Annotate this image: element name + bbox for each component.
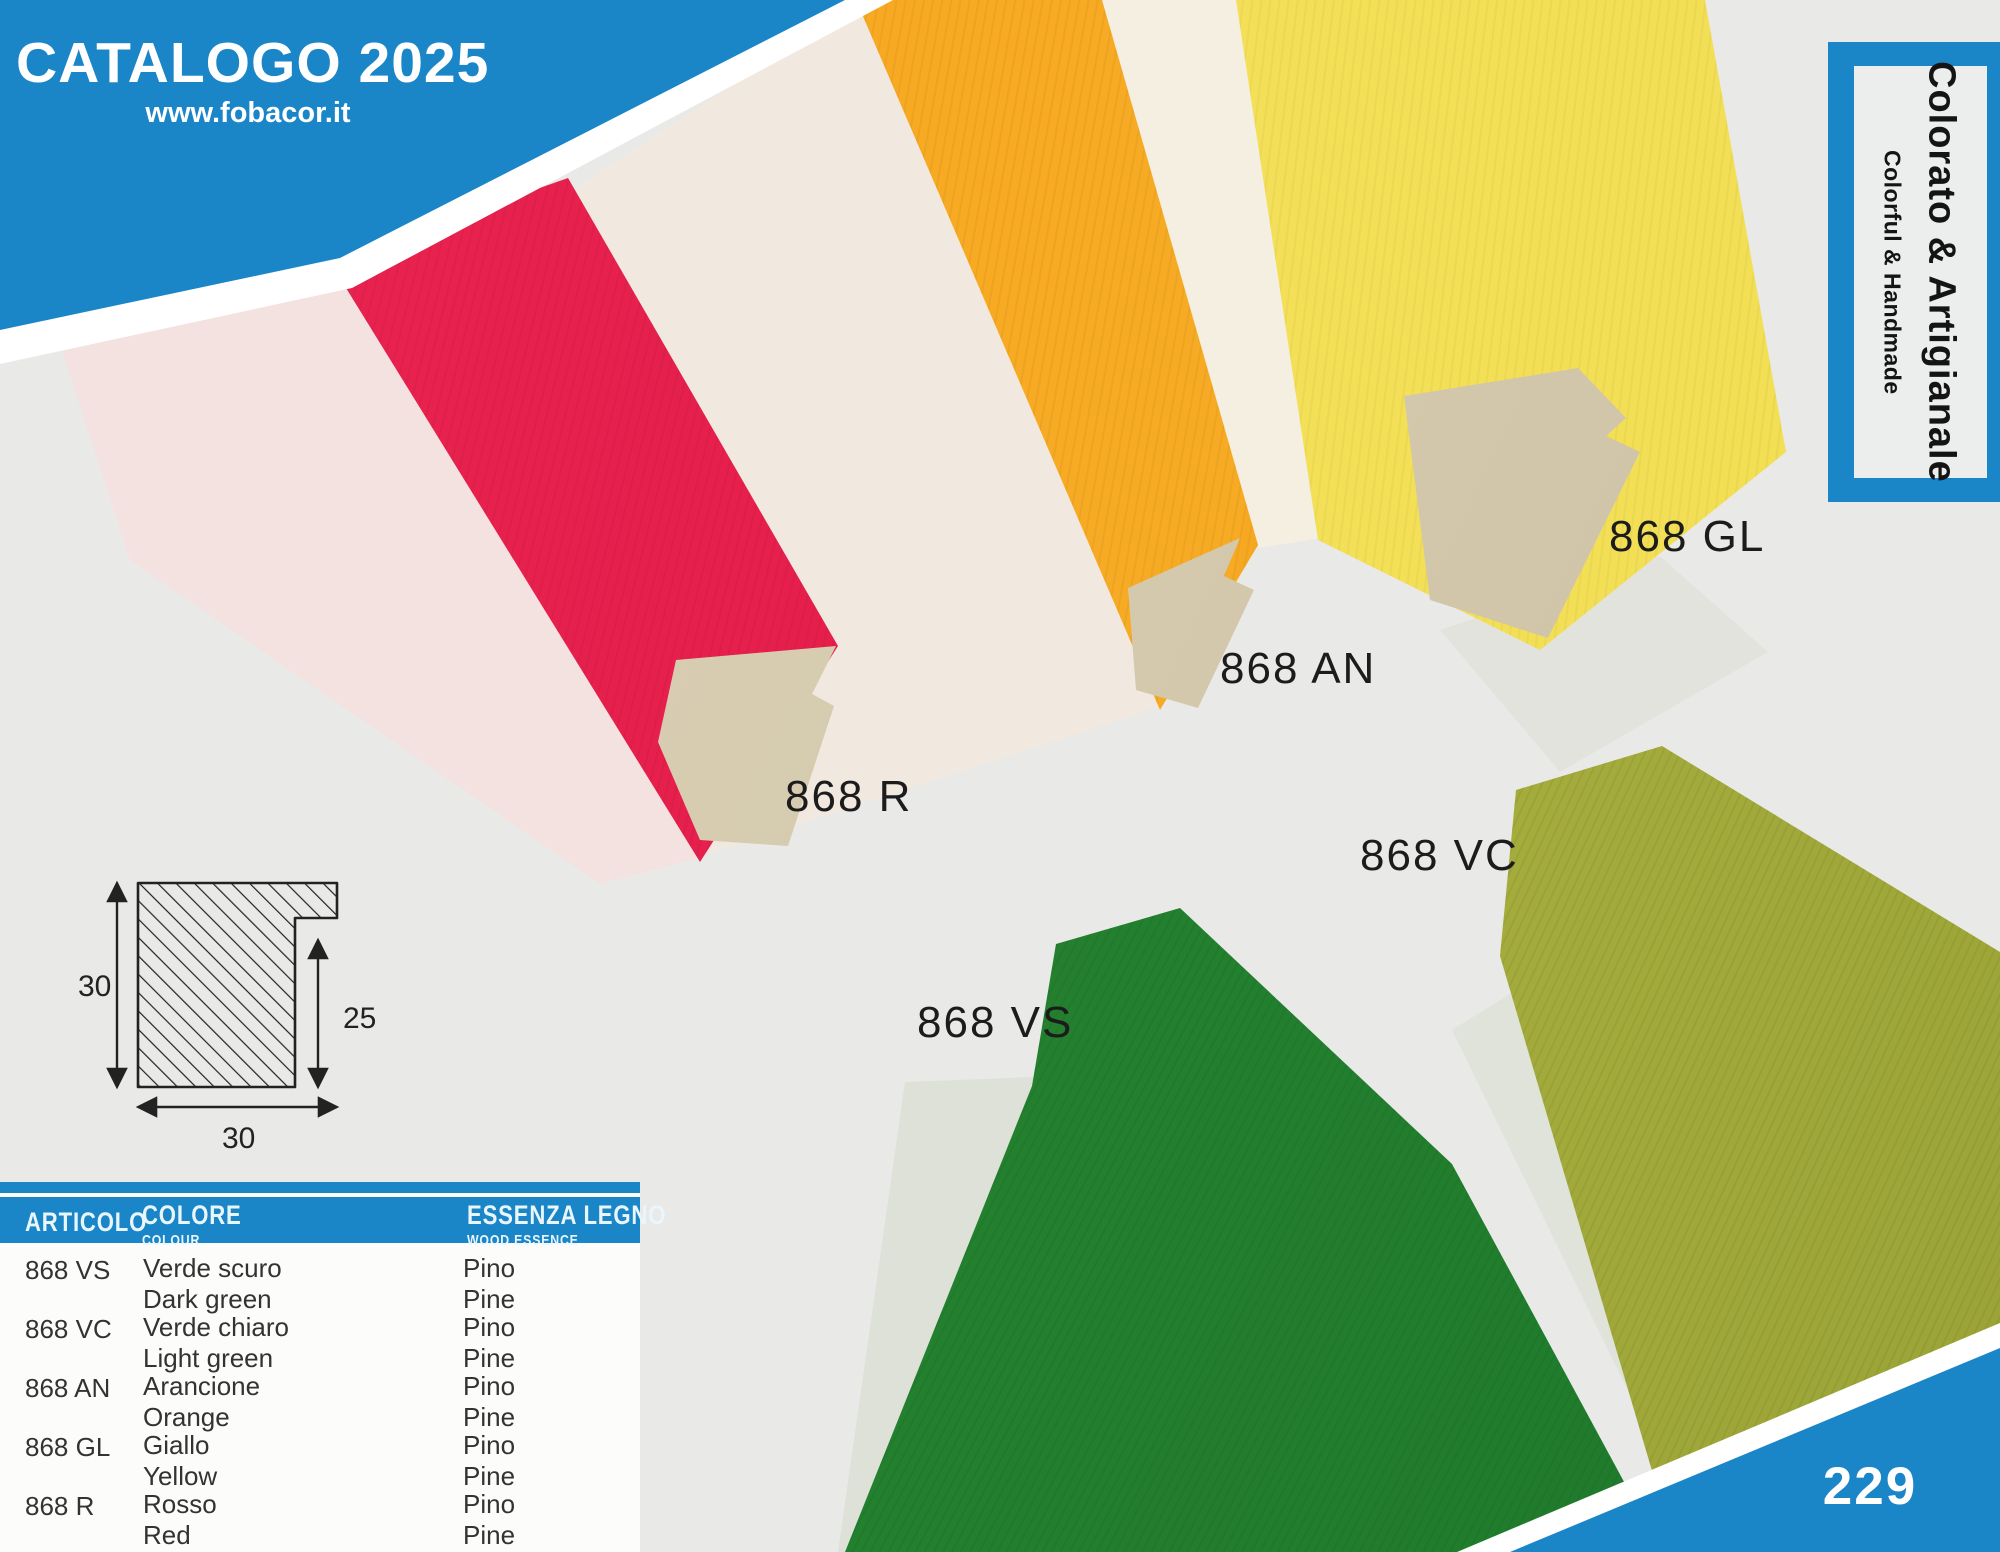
table-row: 868 VS Verde scuro Dark green Pino Pine (0, 1253, 640, 1314)
cell-article: 868 AN (25, 1373, 111, 1403)
side-banner-subtitle: Colorful & Handmade (1879, 149, 1906, 395)
col-header-wood-it: ESSENZA LEGNO (467, 1200, 667, 1230)
cell-color: Arancione Orange (143, 1371, 261, 1432)
dim-width: 30 (222, 1122, 255, 1155)
product-label-868-r: 868 R (785, 772, 913, 821)
table-top-strip (0, 1182, 640, 1193)
product-label-868-an: 868 AN (1220, 644, 1377, 693)
page-title: CATALOGO 2025 (16, 31, 490, 95)
col-header-wood-en: WOOD ESSENCE (467, 1232, 579, 1249)
cell-article: 868 VS (25, 1255, 111, 1285)
col-header-color-en: COLOUR (142, 1232, 201, 1249)
article-table: ARTICOLO COLORE COLOUR ESSENZA LEGNO WOO… (0, 1182, 665, 1552)
table-row: 868 AN Arancione Orange Pino Pine (0, 1371, 640, 1432)
page-number: 229 (1822, 1457, 1918, 1516)
cell-color: Giallo Yellow (143, 1430, 218, 1491)
cell-color: Rosso Red (143, 1489, 217, 1550)
table-header: ARTICOLO COLORE COLOUR ESSENZA LEGNO WOO… (0, 1197, 665, 1248)
product-label-868-vs: 868 VS (917, 998, 1074, 1047)
cell-wood: Pino Pine (463, 1371, 516, 1432)
website-url: www.fobacor.it (145, 97, 351, 129)
col-header-color-it: COLORE (142, 1200, 242, 1230)
cell-wood: Pino Pine (463, 1253, 516, 1314)
table-row: 868 VC Verde chiaro Light green Pino Pin… (0, 1312, 640, 1373)
cell-article: 868 R (25, 1491, 95, 1521)
table-rows: 868 VS Verde scuro Dark green Pino Pine … (0, 1253, 640, 1550)
side-banner-panel: Colorato & Artigianale Colorful & Handma… (1854, 61, 1987, 483)
dim-rabbet: 25 (343, 1002, 376, 1035)
cell-wood: Pino Pine (463, 1312, 516, 1373)
product-label-868-gl: 868 GL (1609, 512, 1766, 561)
dim-height: 30 (78, 970, 111, 1003)
profile-outline (136, 881, 339, 1089)
profile-diagram: 30 25 30 (78, 880, 376, 1155)
cell-color: Verde scuro Dark green (143, 1253, 282, 1314)
product-label-868-vc: 868 VC (1360, 831, 1519, 880)
cell-wood: Pino Pine (463, 1489, 516, 1550)
cell-wood: Pino Pine (463, 1430, 516, 1491)
side-banner-title: Colorato & Artigianale (1920, 61, 1963, 483)
cell-color: Verde chiaro Light green (143, 1312, 289, 1373)
cell-article: 868 VC (25, 1314, 112, 1344)
side-banner: Colorato & Artigianale Colorful & Handma… (1828, 42, 2000, 502)
cell-article: 868 GL (25, 1432, 111, 1462)
table-row: 868 GL Giallo Yellow Pino Pine (0, 1430, 640, 1491)
table-row: 868 R Rosso Red Pino Pine (0, 1489, 640, 1550)
col-header-article: ARTICOLO (25, 1207, 148, 1237)
